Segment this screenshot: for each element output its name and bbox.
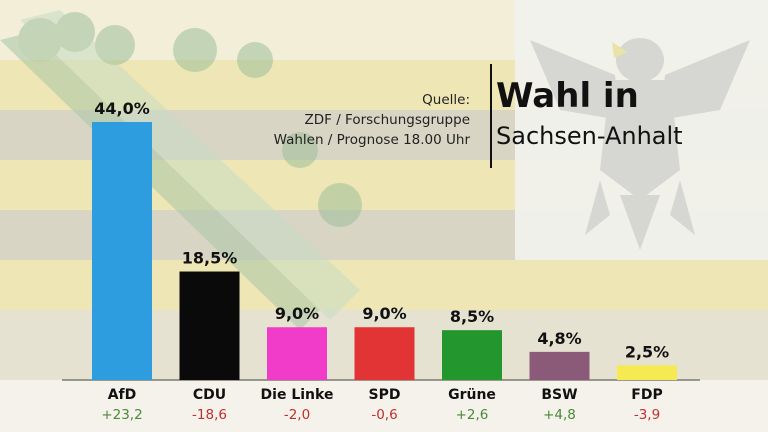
change-label: -18,6 [192, 407, 227, 423]
category-label: BSW [541, 387, 577, 403]
bar-value-label: 44,0% [94, 99, 150, 118]
bar-value-label: 9,0% [275, 304, 319, 323]
chart-subtitle: Sachsen-Anhalt [496, 122, 683, 150]
category-label: CDU [193, 387, 226, 403]
change-label: -3,9 [634, 407, 660, 423]
bar-die-linke [267, 327, 327, 380]
category-label: Die Linke [261, 387, 334, 403]
bar-spd [354, 327, 415, 380]
bar-value-label: 8,5% [450, 307, 494, 326]
source-line-2: Wahlen / Prognose 18.00 Uhr [273, 132, 470, 148]
eagle-icon [530, 38, 750, 250]
bar-grüne [442, 330, 502, 380]
divider-line [490, 64, 492, 168]
source-line-1: ZDF / Forschungsgruppe [304, 112, 470, 128]
bar-afd [92, 122, 152, 380]
bar-bsw [529, 351, 590, 380]
change-label: -2,0 [284, 407, 310, 423]
bar-value-label: 9,0% [362, 304, 406, 323]
change-label: +2,6 [456, 407, 489, 423]
category-label: Grüne [448, 387, 496, 403]
header-block: Quelle: ZDF / Forschungsgruppe Wahlen / … [274, 62, 683, 172]
change-label: +4,8 [543, 407, 576, 423]
change-label: -0,6 [371, 407, 397, 423]
bar-value-label: 2,5% [625, 342, 669, 361]
category-label: FDP [631, 387, 662, 403]
crown-band-icon [0, 10, 362, 330]
bar-value-label: 4,8% [537, 329, 581, 348]
category-label: SPD [369, 387, 401, 403]
source-label: Quelle: [422, 92, 470, 108]
category-label: AfD [108, 387, 137, 403]
change-label: +23,2 [101, 407, 142, 423]
source-text: Quelle: ZDF / Forschungsgruppe Wahlen / … [250, 90, 470, 150]
bar-value-label: 18,5% [182, 249, 238, 268]
chart-title: Wahl in [496, 76, 639, 116]
bar-fdp [617, 365, 677, 380]
bar-cdu [179, 271, 240, 380]
